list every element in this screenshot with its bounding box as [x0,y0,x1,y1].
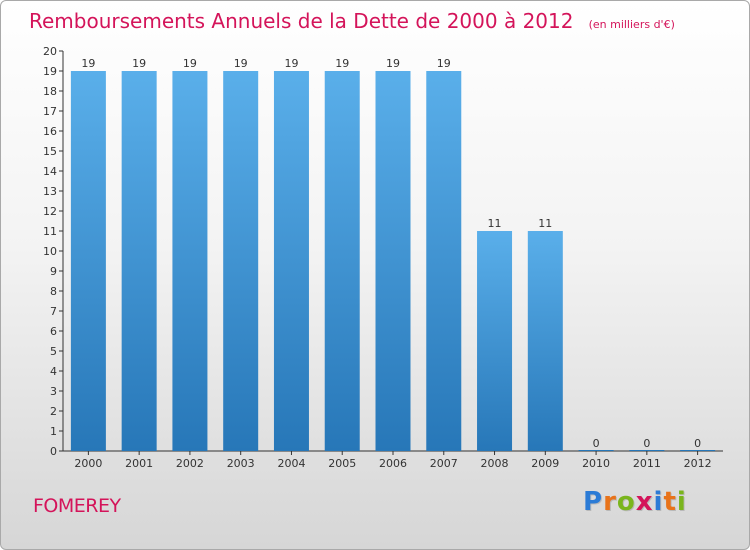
y-tick-label: 5 [50,345,57,358]
logo-letter: x [635,487,654,517]
y-tick-label: 13 [43,185,57,198]
y-tick-label: 2 [50,405,57,418]
bar [121,71,157,451]
chart-title: Remboursements Annuels de la Dette de 20… [29,9,675,33]
bar [426,71,462,451]
bar-value-label: 19 [284,57,298,70]
bar [324,71,360,451]
y-tick-label: 18 [43,85,57,98]
bar [273,71,309,451]
x-tick-label: 2004 [277,457,305,470]
bar-value-label: 11 [488,217,502,230]
bar [223,71,259,451]
logo-letter: P [583,487,604,517]
bar-value-label: 19 [132,57,146,70]
bar [70,71,106,451]
bar [527,231,563,451]
bar [680,450,716,451]
x-tick-label: 2001 [125,457,153,470]
y-tick-label: 3 [50,385,57,398]
y-tick-label: 19 [43,65,57,78]
x-tick-label: 2008 [481,457,509,470]
logo-letter: r [603,487,617,517]
y-tick-label: 8 [50,285,57,298]
x-tick-label: 2010 [582,457,610,470]
bar-value-label: 19 [386,57,400,70]
y-tick-label: 17 [43,105,57,118]
logo-letter: o [616,487,636,517]
x-tick-label: 2003 [227,457,255,470]
chart-unit-text: (en milliers d'€) [588,18,675,31]
y-tick-label: 0 [50,445,57,458]
x-tick-label: 2002 [176,457,204,470]
y-tick-label: 4 [50,365,57,378]
y-tick-label: 7 [50,305,57,318]
commune-name: FOMEREY [33,495,121,517]
bar-value-label: 0 [643,437,650,450]
x-tick-label: 2007 [430,457,458,470]
y-tick-label: 20 [43,45,57,58]
y-tick-label: 14 [43,165,57,178]
x-tick-label: 2006 [379,457,407,470]
bar [629,450,665,451]
y-tick-label: 15 [43,145,57,158]
bar-value-label: 19 [437,57,451,70]
y-tick-label: 1 [50,425,57,438]
bar-value-label: 19 [183,57,197,70]
bar [578,450,614,451]
logo-letter: t [663,487,677,517]
y-tick-label: 16 [43,125,57,138]
y-tick-label: 10 [43,245,57,258]
bar-value-label: 19 [234,57,248,70]
logo-letter: i [676,487,687,517]
bar-value-label: 0 [694,437,701,450]
bar [477,231,513,451]
x-tick-label: 2011 [633,457,661,470]
x-tick-label: 2000 [74,457,102,470]
x-tick-label: 2009 [531,457,559,470]
bar [375,71,411,451]
bar-value-label: 0 [593,437,600,450]
x-tick-label: 2005 [328,457,356,470]
bar [172,71,208,451]
y-tick-label: 12 [43,205,57,218]
bar-value-label: 19 [81,57,95,70]
y-tick-label: 6 [50,325,57,338]
chart-title-text: Remboursements Annuels de la Dette de 20… [29,9,574,33]
x-tick-label: 2012 [684,457,712,470]
bar-layer: 19 19 19 19 19 19 19 19 11 11 0 0 0 [70,57,716,451]
proxiti-logo: Proxiti [583,487,687,517]
bar-value-label: 11 [538,217,552,230]
y-tick-label: 11 [43,225,57,238]
y-tick-label: 9 [50,265,57,278]
bar-value-label: 19 [335,57,349,70]
logo-letter: i [653,487,664,517]
